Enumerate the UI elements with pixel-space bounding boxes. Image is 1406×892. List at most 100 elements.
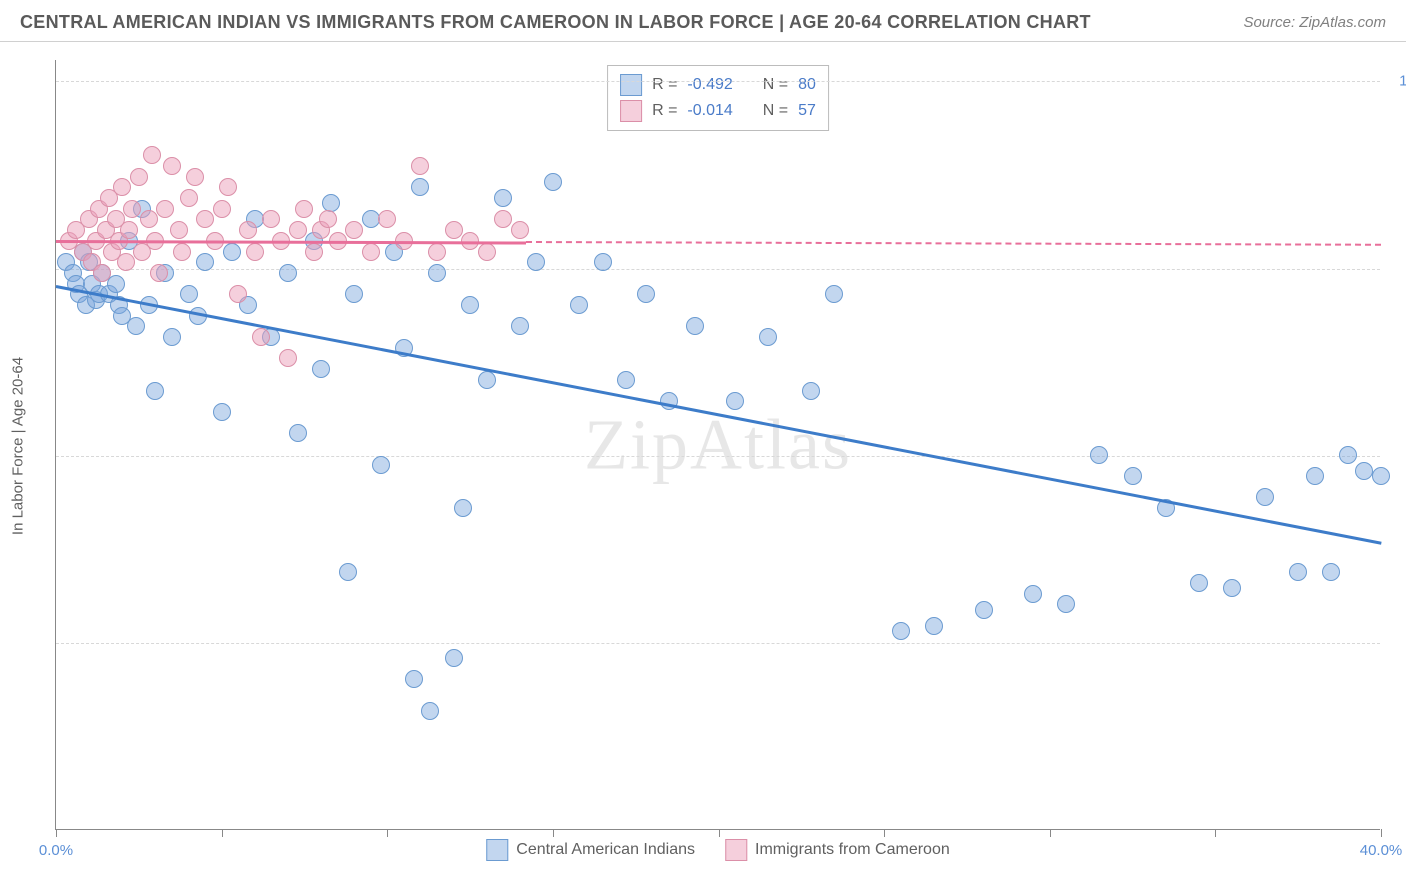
gridline-h [56, 81, 1380, 82]
data-point-series-0 [146, 382, 164, 400]
data-point-series-0 [1339, 446, 1357, 464]
data-point-series-0 [570, 296, 588, 314]
correlation-scatter-chart: ZipAtlas R =-0.492N =80R =-0.014N =57 Ce… [55, 60, 1380, 830]
data-point-series-0 [1223, 579, 1241, 597]
data-point-series-1 [117, 253, 135, 271]
data-point-series-0 [1124, 467, 1142, 485]
trend-line-series-1-dashed [526, 241, 1381, 246]
data-point-series-0 [289, 424, 307, 442]
data-point-series-0 [892, 622, 910, 640]
y-tick-label: 82.5% [1390, 260, 1406, 277]
stats-r-label: R = [652, 102, 677, 120]
chart-header: CENTRAL AMERICAN INDIAN VS IMMIGRANTS FR… [0, 0, 1406, 42]
data-point-series-0 [1372, 467, 1390, 485]
stats-n-value: 80 [798, 76, 816, 94]
data-point-series-1 [180, 189, 198, 207]
data-point-series-0 [1024, 585, 1042, 603]
data-point-series-1 [140, 210, 158, 228]
data-point-series-0 [1190, 574, 1208, 592]
legend-label: Central American Indians [516, 841, 695, 859]
data-point-series-1 [494, 210, 512, 228]
data-point-series-1 [279, 349, 297, 367]
data-point-series-1 [173, 243, 191, 261]
y-axis-label: In Labor Force | Age 20-64 [10, 357, 27, 535]
data-point-series-0 [494, 189, 512, 207]
x-tick [884, 829, 885, 837]
gridline-h [56, 643, 1380, 644]
data-point-series-1 [150, 264, 168, 282]
stats-row-series-0: R = -0.492 N = 80 [620, 72, 816, 98]
data-point-series-1 [186, 168, 204, 186]
y-tick-label: 100.0% [1390, 73, 1406, 90]
data-point-series-0 [445, 649, 463, 667]
stats-r-value: -0.014 [687, 102, 732, 120]
y-tick-label: 65.0% [1390, 447, 1406, 464]
data-point-series-1 [219, 178, 237, 196]
gridline-h [56, 456, 1380, 457]
data-point-series-0 [925, 617, 943, 635]
data-point-series-1 [362, 243, 380, 261]
data-point-series-0 [527, 253, 545, 271]
data-point-series-1 [289, 221, 307, 239]
x-tick-label: 40.0% [1360, 842, 1403, 859]
data-point-series-0 [339, 563, 357, 581]
data-point-series-1 [130, 168, 148, 186]
data-point-series-1 [93, 264, 111, 282]
data-point-series-1 [345, 221, 363, 239]
data-point-series-1 [478, 243, 496, 261]
data-point-series-1 [163, 157, 181, 175]
data-point-series-1 [305, 243, 323, 261]
data-point-series-0 [428, 264, 446, 282]
data-point-series-0 [686, 317, 704, 335]
data-point-series-0 [1355, 462, 1373, 480]
trend-line-series-0 [56, 285, 1381, 544]
stats-swatch [620, 74, 642, 96]
data-point-series-0 [421, 702, 439, 720]
chart-title: CENTRAL AMERICAN INDIAN VS IMMIGRANTS FR… [20, 12, 1091, 33]
x-tick [56, 829, 57, 837]
x-tick [222, 829, 223, 837]
stats-n-label: N = [763, 76, 788, 94]
data-point-series-1 [113, 178, 131, 196]
data-point-series-0 [1322, 563, 1340, 581]
x-tick [719, 829, 720, 837]
data-point-series-0 [594, 253, 612, 271]
data-point-series-1 [319, 210, 337, 228]
data-point-series-0 [759, 328, 777, 346]
data-point-series-0 [478, 371, 496, 389]
data-point-series-0 [1289, 563, 1307, 581]
data-point-series-1 [156, 200, 174, 218]
data-point-series-1 [229, 285, 247, 303]
data-point-series-0 [345, 285, 363, 303]
data-point-series-0 [180, 285, 198, 303]
data-point-series-1 [239, 221, 257, 239]
stats-r-value: -0.492 [687, 76, 732, 94]
data-point-series-1 [411, 157, 429, 175]
data-point-series-0 [825, 285, 843, 303]
data-point-series-0 [1306, 467, 1324, 485]
stats-n-label: N = [763, 102, 788, 120]
legend-label: Immigrants from Cameroon [755, 841, 950, 859]
x-tick-label: 0.0% [39, 842, 73, 859]
data-point-series-0 [1057, 595, 1075, 613]
legend-swatch [486, 839, 508, 861]
x-tick [1381, 829, 1382, 837]
stats-row-series-1: R = -0.014 N = 57 [620, 98, 816, 124]
legend-item-1: Immigrants from Cameroon [725, 839, 950, 861]
data-point-series-0 [511, 317, 529, 335]
data-point-series-0 [461, 296, 479, 314]
data-point-series-1 [445, 221, 463, 239]
data-point-series-0 [544, 173, 562, 191]
data-point-series-0 [726, 392, 744, 410]
data-point-series-1 [262, 210, 280, 228]
x-tick [1050, 829, 1051, 837]
data-point-series-0 [223, 243, 241, 261]
stats-r-label: R = [652, 76, 677, 94]
data-point-series-1 [123, 200, 141, 218]
stats-n-value: 57 [798, 102, 816, 120]
data-point-series-1 [213, 200, 231, 218]
y-tick-label: 47.5% [1390, 634, 1406, 651]
data-point-series-0 [312, 360, 330, 378]
data-point-series-0 [405, 670, 423, 688]
chart-legend: Central American Indians Immigrants from … [486, 839, 949, 861]
